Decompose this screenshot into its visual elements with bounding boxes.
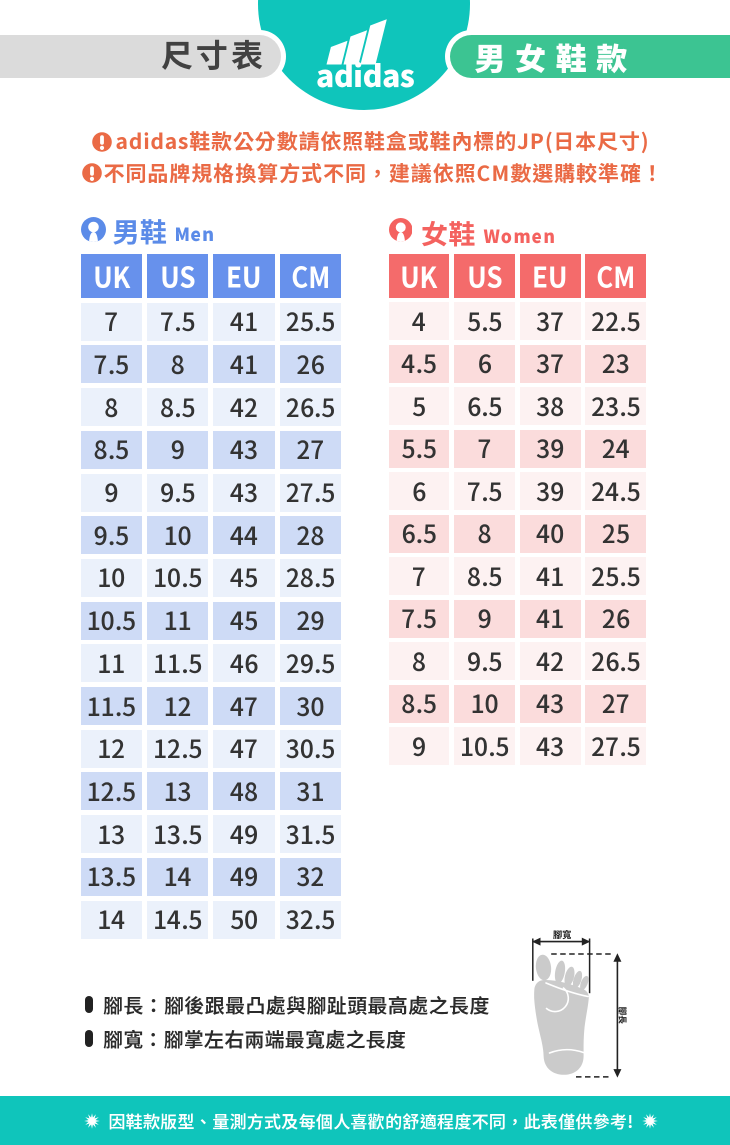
svg-text:腳寬: 腳寬	[553, 927, 572, 941]
svg-text:腳長: 腳長	[617, 1007, 629, 1025]
